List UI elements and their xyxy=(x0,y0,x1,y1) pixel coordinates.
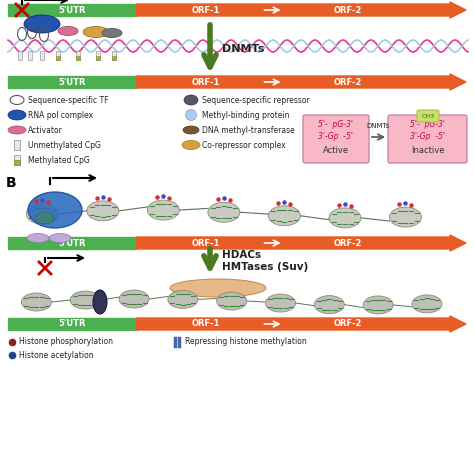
Text: 3'-Gp  -5': 3'-Gp -5' xyxy=(319,132,354,141)
FancyArrow shape xyxy=(8,318,136,330)
Ellipse shape xyxy=(27,234,49,243)
Text: RNA pol complex: RNA pol complex xyxy=(28,110,93,119)
Bar xyxy=(96,51,100,60)
Text: 5'UTR: 5'UTR xyxy=(58,6,86,15)
Ellipse shape xyxy=(147,200,179,220)
Ellipse shape xyxy=(8,110,26,120)
Text: Sequence-specific TF: Sequence-specific TF xyxy=(28,95,109,104)
Ellipse shape xyxy=(390,207,421,227)
Text: Active: Active xyxy=(323,146,349,155)
Bar xyxy=(40,51,44,60)
Text: Histone phosphorylation: Histone phosphorylation xyxy=(19,337,113,346)
Text: DNMTs: DNMTs xyxy=(222,44,264,54)
Ellipse shape xyxy=(93,290,107,314)
Text: ORF-1: ORF-1 xyxy=(191,319,219,328)
Ellipse shape xyxy=(49,234,71,243)
Text: Unmethylated CpG: Unmethylated CpG xyxy=(28,140,101,149)
Text: 5'UTR: 5'UTR xyxy=(58,238,86,247)
Bar xyxy=(56,56,60,60)
FancyBboxPatch shape xyxy=(417,110,439,122)
Ellipse shape xyxy=(87,201,119,221)
Ellipse shape xyxy=(363,296,393,314)
Bar xyxy=(96,56,100,60)
Bar xyxy=(14,160,20,165)
Ellipse shape xyxy=(26,204,58,224)
Text: DNA methyl-transferase: DNA methyl-transferase xyxy=(202,126,295,135)
FancyArrow shape xyxy=(136,316,466,332)
Text: Methyl-binding protein: Methyl-binding protein xyxy=(202,110,290,119)
Text: Activator: Activator xyxy=(28,126,63,135)
Text: ORF-1: ORF-1 xyxy=(191,78,219,86)
Text: Methylated CpG: Methylated CpG xyxy=(28,155,90,164)
FancyArrow shape xyxy=(8,237,136,249)
Bar xyxy=(76,56,80,60)
Ellipse shape xyxy=(184,95,198,105)
Ellipse shape xyxy=(183,126,199,134)
Ellipse shape xyxy=(70,291,100,309)
Text: 5'UTR: 5'UTR xyxy=(58,78,86,86)
Text: Co-repressor complex: Co-repressor complex xyxy=(202,140,286,149)
FancyArrow shape xyxy=(8,4,136,16)
Text: ORF-1: ORF-1 xyxy=(191,6,219,15)
FancyArrow shape xyxy=(136,2,466,18)
Bar xyxy=(28,51,32,60)
Ellipse shape xyxy=(268,206,301,226)
FancyArrow shape xyxy=(136,235,466,251)
Text: 5'-  pG-3': 5'- pG-3' xyxy=(410,120,446,129)
Text: Sequence-specific repressor: Sequence-specific repressor xyxy=(202,95,310,104)
Bar xyxy=(18,51,22,60)
Ellipse shape xyxy=(83,27,109,37)
Text: 5'-  pG-3': 5'- pG-3' xyxy=(319,120,354,129)
Ellipse shape xyxy=(28,192,82,228)
Text: B: B xyxy=(6,176,17,190)
Ellipse shape xyxy=(36,212,54,224)
Text: ORF-2: ORF-2 xyxy=(333,238,362,247)
Bar xyxy=(56,51,60,60)
Ellipse shape xyxy=(182,140,200,149)
Ellipse shape xyxy=(217,292,246,310)
Ellipse shape xyxy=(58,27,78,36)
Ellipse shape xyxy=(8,126,26,134)
Bar xyxy=(112,56,116,60)
Bar xyxy=(76,51,80,60)
Text: 5'UTR: 5'UTR xyxy=(58,319,86,328)
Ellipse shape xyxy=(265,294,295,312)
Text: Inactive: Inactive xyxy=(411,146,445,155)
Ellipse shape xyxy=(314,296,344,314)
Ellipse shape xyxy=(170,279,266,297)
Bar xyxy=(14,155,20,165)
Ellipse shape xyxy=(208,202,240,222)
Ellipse shape xyxy=(21,293,51,311)
Ellipse shape xyxy=(24,15,60,33)
Ellipse shape xyxy=(329,208,361,228)
Bar xyxy=(14,140,20,150)
Ellipse shape xyxy=(168,291,198,309)
Text: ORF-2: ORF-2 xyxy=(333,6,362,15)
FancyBboxPatch shape xyxy=(388,115,467,163)
Bar xyxy=(112,51,116,60)
Text: ORF-1: ORF-1 xyxy=(191,238,219,247)
Ellipse shape xyxy=(119,290,149,308)
FancyArrow shape xyxy=(8,76,136,88)
Text: ORF-2: ORF-2 xyxy=(333,319,362,328)
Text: 3'-Gp  -5': 3'-Gp -5' xyxy=(410,132,446,141)
Text: HDACs
HMTases (Suv): HDACs HMTases (Suv) xyxy=(222,250,308,272)
Ellipse shape xyxy=(102,28,122,37)
Text: ORF-2: ORF-2 xyxy=(333,78,362,86)
FancyArrow shape xyxy=(136,74,466,90)
Ellipse shape xyxy=(185,109,197,120)
Text: Histone acetylation: Histone acetylation xyxy=(19,350,94,359)
Text: CH3: CH3 xyxy=(421,113,435,118)
FancyBboxPatch shape xyxy=(303,115,369,163)
Ellipse shape xyxy=(412,295,442,313)
Text: Repressing histone methylation: Repressing histone methylation xyxy=(185,337,307,346)
Text: DNMTs: DNMTs xyxy=(366,123,390,129)
